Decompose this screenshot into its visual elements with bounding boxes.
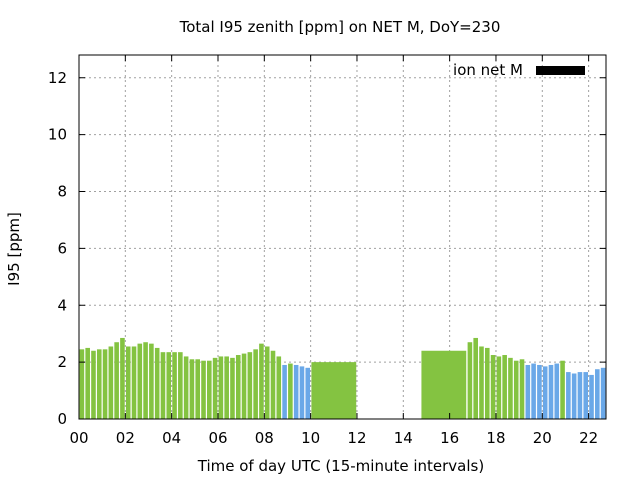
bar	[513, 360, 519, 419]
bar	[131, 346, 137, 419]
bar	[201, 360, 206, 419]
bar	[264, 346, 270, 419]
bar	[108, 346, 114, 419]
x-tick-label: 20	[533, 429, 552, 447]
chart-title: Total I95 zenith [ppm] on NET M, DoY=230	[179, 18, 501, 36]
y-axis-label: I95 [ppm]	[5, 212, 23, 286]
y-tick-label: 12	[48, 69, 67, 87]
bar	[230, 357, 235, 419]
bar	[166, 352, 172, 419]
bar	[154, 347, 160, 419]
plot-frame	[78, 54, 607, 420]
legend: ion net M	[453, 61, 585, 79]
y-tick-label: 8	[57, 183, 67, 201]
bar	[554, 363, 560, 419]
bar	[218, 356, 224, 419]
x-tick-label: 16	[440, 429, 459, 447]
bar	[102, 349, 108, 419]
ticks	[78, 55, 606, 420]
bar	[120, 337, 125, 419]
x-tick-label: 06	[208, 429, 227, 447]
bar	[571, 373, 577, 419]
y-tick-label: 4	[57, 296, 67, 314]
bar	[479, 346, 484, 419]
bar	[114, 342, 119, 419]
bar	[183, 356, 189, 419]
x-tick-label: 10	[301, 429, 320, 447]
bars	[79, 337, 606, 420]
x-tick-label: 08	[255, 429, 274, 447]
x-tick-label: 18	[486, 429, 505, 447]
bar	[160, 352, 166, 419]
bar	[143, 342, 148, 419]
bar	[212, 357, 218, 419]
bar	[149, 343, 154, 419]
bar	[467, 342, 473, 419]
bar	[178, 352, 183, 419]
bar	[490, 355, 496, 419]
bar	[577, 372, 583, 419]
bar	[253, 349, 258, 419]
x-tick-label: 12	[347, 429, 366, 447]
y-tick-label: 2	[57, 353, 67, 371]
x-tick-label: 02	[116, 429, 135, 447]
bar	[276, 356, 282, 419]
bar	[259, 343, 264, 419]
bar	[525, 364, 531, 419]
bar	[224, 356, 229, 419]
y-tick-label: 6	[57, 239, 67, 257]
x-tick-label: 22	[579, 429, 598, 447]
bar	[96, 349, 102, 419]
bar	[247, 352, 253, 419]
bar	[270, 350, 276, 419]
bar	[241, 353, 247, 419]
bar	[299, 366, 305, 419]
bar	[293, 364, 299, 419]
bar	[473, 337, 478, 419]
bar	[537, 364, 542, 419]
bar	[560, 360, 565, 419]
bar	[288, 363, 293, 419]
x-axis-label: Time of day UTC (15-minute intervals)	[197, 457, 484, 475]
bar	[195, 359, 201, 419]
x-tick-label: 00	[69, 429, 88, 447]
bar	[548, 364, 554, 419]
grid	[79, 55, 606, 419]
bar	[484, 347, 490, 419]
bar	[542, 366, 548, 419]
bar	[589, 374, 594, 419]
bar	[600, 367, 606, 419]
legend-label: ion net M	[453, 61, 523, 79]
bar	[531, 363, 536, 419]
bar	[282, 364, 287, 419]
bar	[496, 356, 502, 419]
bar	[566, 372, 571, 419]
bar	[137, 343, 143, 419]
bar	[595, 369, 600, 419]
x-tick-label: 14	[394, 429, 413, 447]
bar	[311, 362, 357, 420]
bar	[508, 357, 513, 419]
y-tick-label: 10	[48, 126, 67, 144]
y-tick-label: 0	[57, 410, 67, 428]
x-tick-label: 04	[162, 429, 181, 447]
bar	[207, 360, 212, 419]
bar	[305, 367, 311, 419]
bar	[189, 359, 195, 419]
bar	[502, 355, 507, 419]
bar	[583, 372, 589, 419]
bar	[519, 359, 525, 419]
bar	[421, 350, 467, 419]
bar	[85, 347, 90, 419]
bar	[91, 350, 96, 419]
bar	[79, 349, 85, 419]
legend-swatch	[536, 66, 585, 75]
bar	[172, 352, 177, 419]
bar	[235, 355, 241, 419]
bar	[125, 346, 131, 419]
